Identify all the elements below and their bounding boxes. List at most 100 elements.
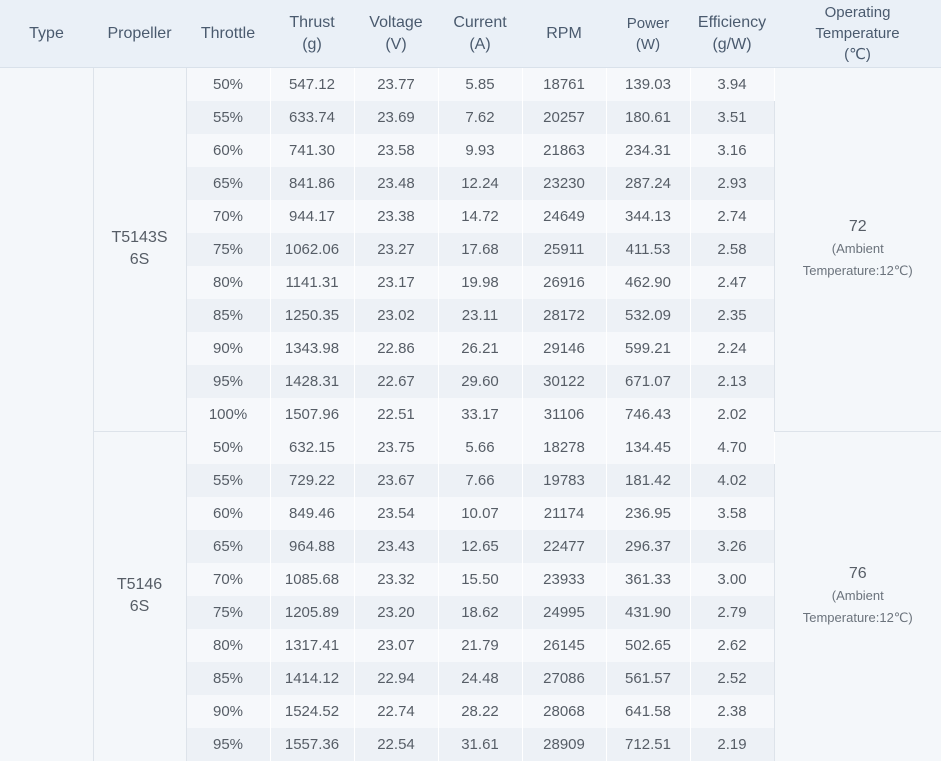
current-cell: 7.66 xyxy=(438,464,523,497)
power-cell: 746.43 xyxy=(606,398,691,431)
throttle-cell: 70% xyxy=(186,200,271,233)
voltage-cell: 23.54 xyxy=(354,497,439,530)
temperature-value: 76 xyxy=(848,565,867,583)
table-row: 55% 633.74 23.69 7.62 20257 180.61 3.51 xyxy=(0,101,941,134)
efficiency-cell: 3.16 xyxy=(690,134,775,167)
table-row: 75% 1205.89 23.20 18.62 24995 431.90 2.79 xyxy=(0,596,941,629)
throttle-cell: 90% xyxy=(186,695,271,728)
current-cell: 18.62 xyxy=(438,596,523,629)
type-cell xyxy=(0,67,94,761)
operating-temperature-cell: 72 (Ambient Temperature:12℃) xyxy=(773,67,941,431)
propeller-cell: T5143S 6S xyxy=(93,67,187,431)
power-cell: 532.09 xyxy=(606,299,691,332)
current-cell: 26.21 xyxy=(438,332,523,365)
header-voltage: Voltage (V) xyxy=(354,0,438,68)
header-propeller: Propeller xyxy=(93,0,186,68)
table-row: 90% 1343.98 22.86 26.21 29146 599.21 2.24 xyxy=(0,332,941,365)
throttle-cell: 95% xyxy=(186,728,271,761)
table-row: 100% 1507.96 22.51 33.17 31106 746.43 2.02 xyxy=(0,398,941,431)
table-row: 70% 944.17 23.38 14.72 24649 344.13 2.74 xyxy=(0,200,941,233)
throttle-cell: 100% xyxy=(186,398,271,431)
header-rpm: RPM xyxy=(522,0,606,68)
throttle-cell: 60% xyxy=(186,134,271,167)
thrust-cell: 841.86 xyxy=(270,167,355,200)
propeller-model: T5146 xyxy=(116,576,163,594)
header-temperature: Operating Temperature (℃) xyxy=(774,0,941,68)
rpm-cell: 18278 xyxy=(522,431,607,464)
efficiency-cell: 2.13 xyxy=(690,365,775,398)
current-cell: 29.60 xyxy=(438,365,523,398)
voltage-cell: 23.43 xyxy=(354,530,439,563)
thrust-cell: 633.74 xyxy=(270,101,355,134)
ambient-label: (Ambient xyxy=(831,588,884,604)
thrust-cell: 1524.52 xyxy=(270,695,355,728)
voltage-cell: 22.94 xyxy=(354,662,439,695)
header-current: Current (A) xyxy=(438,0,522,68)
efficiency-cell: 4.70 xyxy=(690,431,775,464)
ambient-value: Temperature:12℃) xyxy=(802,610,913,626)
thrust-cell: 944.17 xyxy=(270,200,355,233)
rpm-cell: 23230 xyxy=(522,167,607,200)
rpm-cell: 23933 xyxy=(522,563,607,596)
current-cell: 28.22 xyxy=(438,695,523,728)
voltage-cell: 23.67 xyxy=(354,464,439,497)
power-cell: 561.57 xyxy=(606,662,691,695)
power-cell: 180.61 xyxy=(606,101,691,134)
current-cell: 23.11 xyxy=(438,299,523,332)
efficiency-cell: 2.79 xyxy=(690,596,775,629)
table-row: 95% 1428.31 22.67 29.60 30122 671.07 2.13 xyxy=(0,365,941,398)
table-row: 65% 964.88 23.43 12.65 22477 296.37 3.26 xyxy=(0,530,941,563)
thrust-cell: 547.12 xyxy=(270,67,355,101)
voltage-cell: 23.75 xyxy=(354,431,439,464)
voltage-cell: 23.27 xyxy=(354,233,439,266)
throttle-cell: 80% xyxy=(186,629,271,662)
header-throttle: Throttle xyxy=(186,0,270,68)
efficiency-cell: 2.74 xyxy=(690,200,775,233)
thrust-cell: 1317.41 xyxy=(270,629,355,662)
efficiency-cell: 2.52 xyxy=(690,662,775,695)
power-cell: 287.24 xyxy=(606,167,691,200)
header-type: Type xyxy=(0,0,93,68)
efficiency-cell: 2.93 xyxy=(690,167,775,200)
current-cell: 17.68 xyxy=(438,233,523,266)
power-cell: 599.21 xyxy=(606,332,691,365)
efficiency-cell: 2.38 xyxy=(690,695,775,728)
table-row: 85% 1414.12 22.94 24.48 27086 561.57 2.52 xyxy=(0,662,941,695)
efficiency-cell: 2.24 xyxy=(690,332,775,365)
voltage-cell: 23.20 xyxy=(354,596,439,629)
throttle-cell: 60% xyxy=(186,497,271,530)
efficiency-cell: 2.19 xyxy=(690,728,775,761)
voltage-cell: 23.77 xyxy=(354,67,439,101)
current-cell: 15.50 xyxy=(438,563,523,596)
rpm-cell: 31106 xyxy=(522,398,607,431)
table-row: 90% 1524.52 22.74 28.22 28068 641.58 2.38 xyxy=(0,695,941,728)
ambient-label: (Ambient xyxy=(831,241,884,257)
efficiency-cell: 3.51 xyxy=(690,101,775,134)
efficiency-cell: 3.26 xyxy=(690,530,775,563)
power-cell: 712.51 xyxy=(606,728,691,761)
thrust-cell: 1507.96 xyxy=(270,398,355,431)
power-cell: 361.33 xyxy=(606,563,691,596)
current-cell: 31.61 xyxy=(438,728,523,761)
voltage-cell: 22.51 xyxy=(354,398,439,431)
current-cell: 5.85 xyxy=(438,67,523,101)
efficiency-cell: 2.35 xyxy=(690,299,775,332)
current-cell: 7.62 xyxy=(438,101,523,134)
throttle-cell: 55% xyxy=(186,464,271,497)
power-cell: 411.53 xyxy=(606,233,691,266)
voltage-cell: 22.86 xyxy=(354,332,439,365)
current-cell: 12.65 xyxy=(438,530,523,563)
header-power: Power (W) xyxy=(606,0,690,68)
thrust-cell: 729.22 xyxy=(270,464,355,497)
thrust-cell: 964.88 xyxy=(270,530,355,563)
thrust-cell: 1343.98 xyxy=(270,332,355,365)
thrust-cell: 849.46 xyxy=(270,497,355,530)
rpm-cell: 29146 xyxy=(522,332,607,365)
temperature-value: 72 xyxy=(848,218,867,236)
table-row: 65% 841.86 23.48 12.24 23230 287.24 2.93 xyxy=(0,167,941,200)
throttle-cell: 50% xyxy=(186,431,271,464)
current-cell: 21.79 xyxy=(438,629,523,662)
rpm-cell: 21174 xyxy=(522,497,607,530)
power-cell: 502.65 xyxy=(606,629,691,662)
rpm-cell: 27086 xyxy=(522,662,607,695)
